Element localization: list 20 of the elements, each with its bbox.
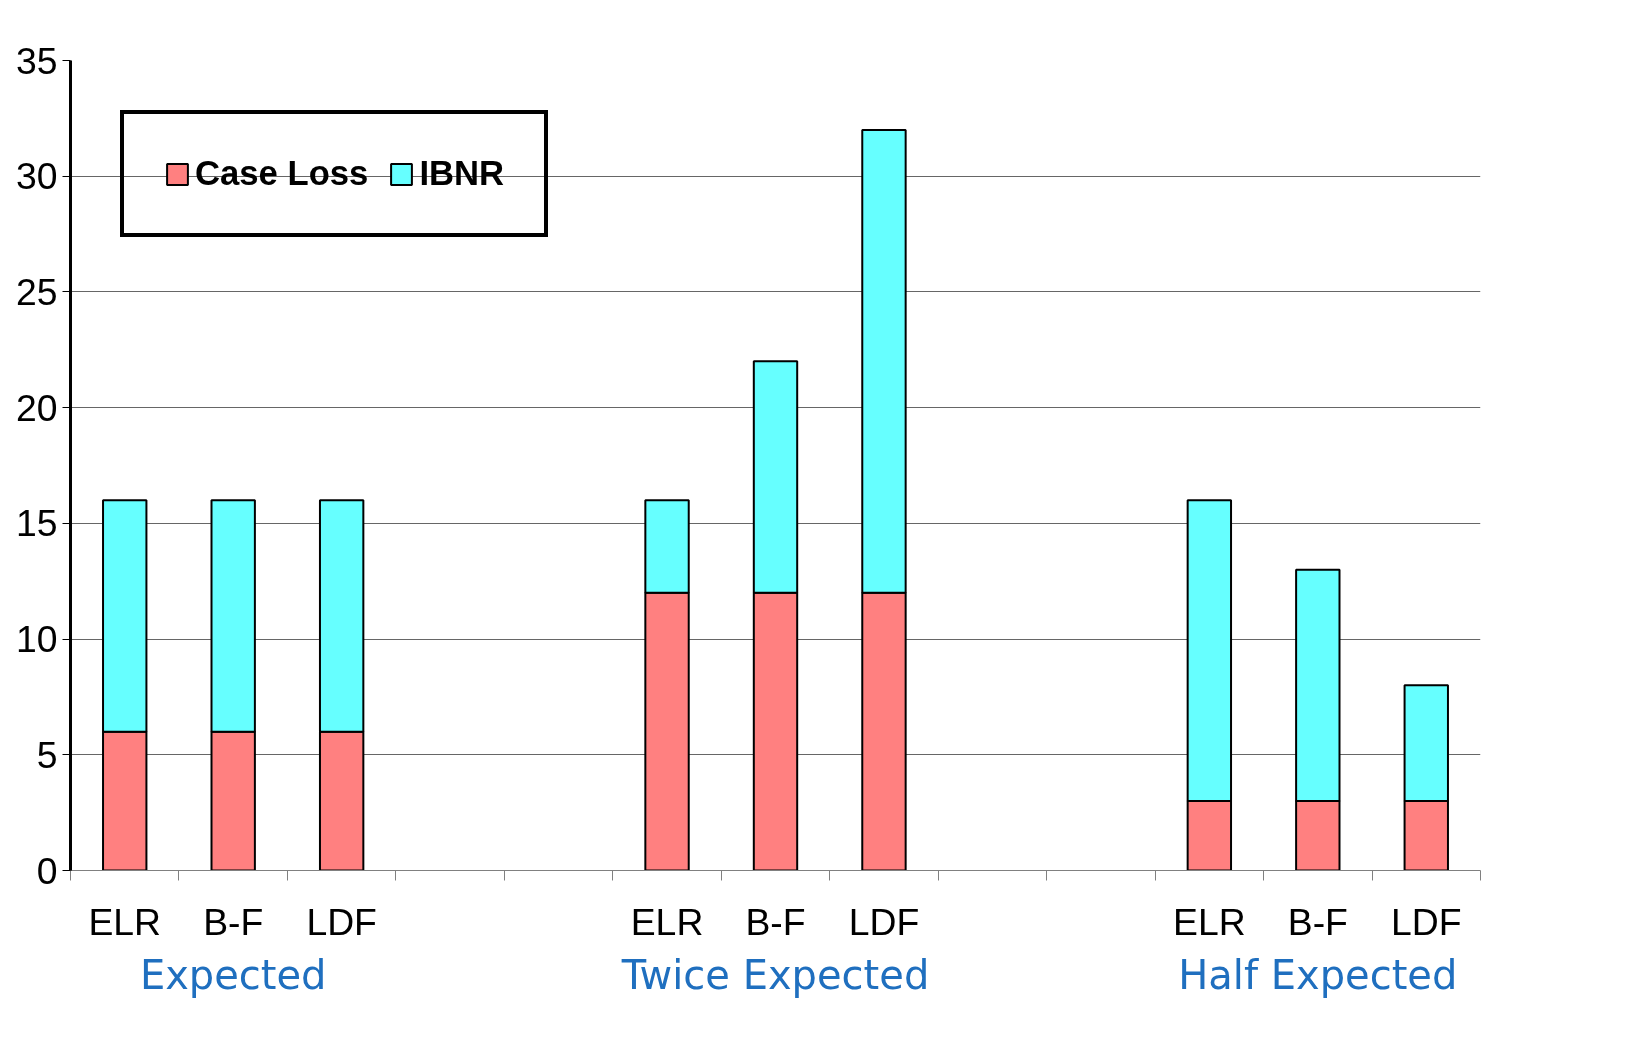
y-tick-label: 30 xyxy=(15,155,58,198)
x-tick-label: LDF xyxy=(1391,900,1462,943)
x-tick-label: LDF xyxy=(848,900,920,943)
y-tick-label: 35 xyxy=(15,39,58,82)
x-tick-label: B-F xyxy=(1287,900,1348,943)
x-tick-label: B-F xyxy=(745,900,806,943)
y-tick-label: 0 xyxy=(36,849,58,892)
y-tick-label: 25 xyxy=(15,270,58,313)
x-tick-label: ELR xyxy=(630,900,704,943)
text: Twice Expected xyxy=(620,951,930,998)
y-tick-label: 10 xyxy=(15,618,58,661)
y-tick-label: 15 xyxy=(15,502,58,545)
text: Expected xyxy=(139,951,327,998)
x-tick-label: ELR xyxy=(88,900,162,943)
y-tick-label: 5 xyxy=(36,733,58,776)
y-tick-label: 20 xyxy=(15,386,58,429)
text: Half Expected xyxy=(1178,951,1458,998)
x-tick-label: LDF xyxy=(306,900,377,943)
x-tick-label: ELR xyxy=(1173,900,1246,943)
x-tick-label: B-F xyxy=(203,900,264,943)
